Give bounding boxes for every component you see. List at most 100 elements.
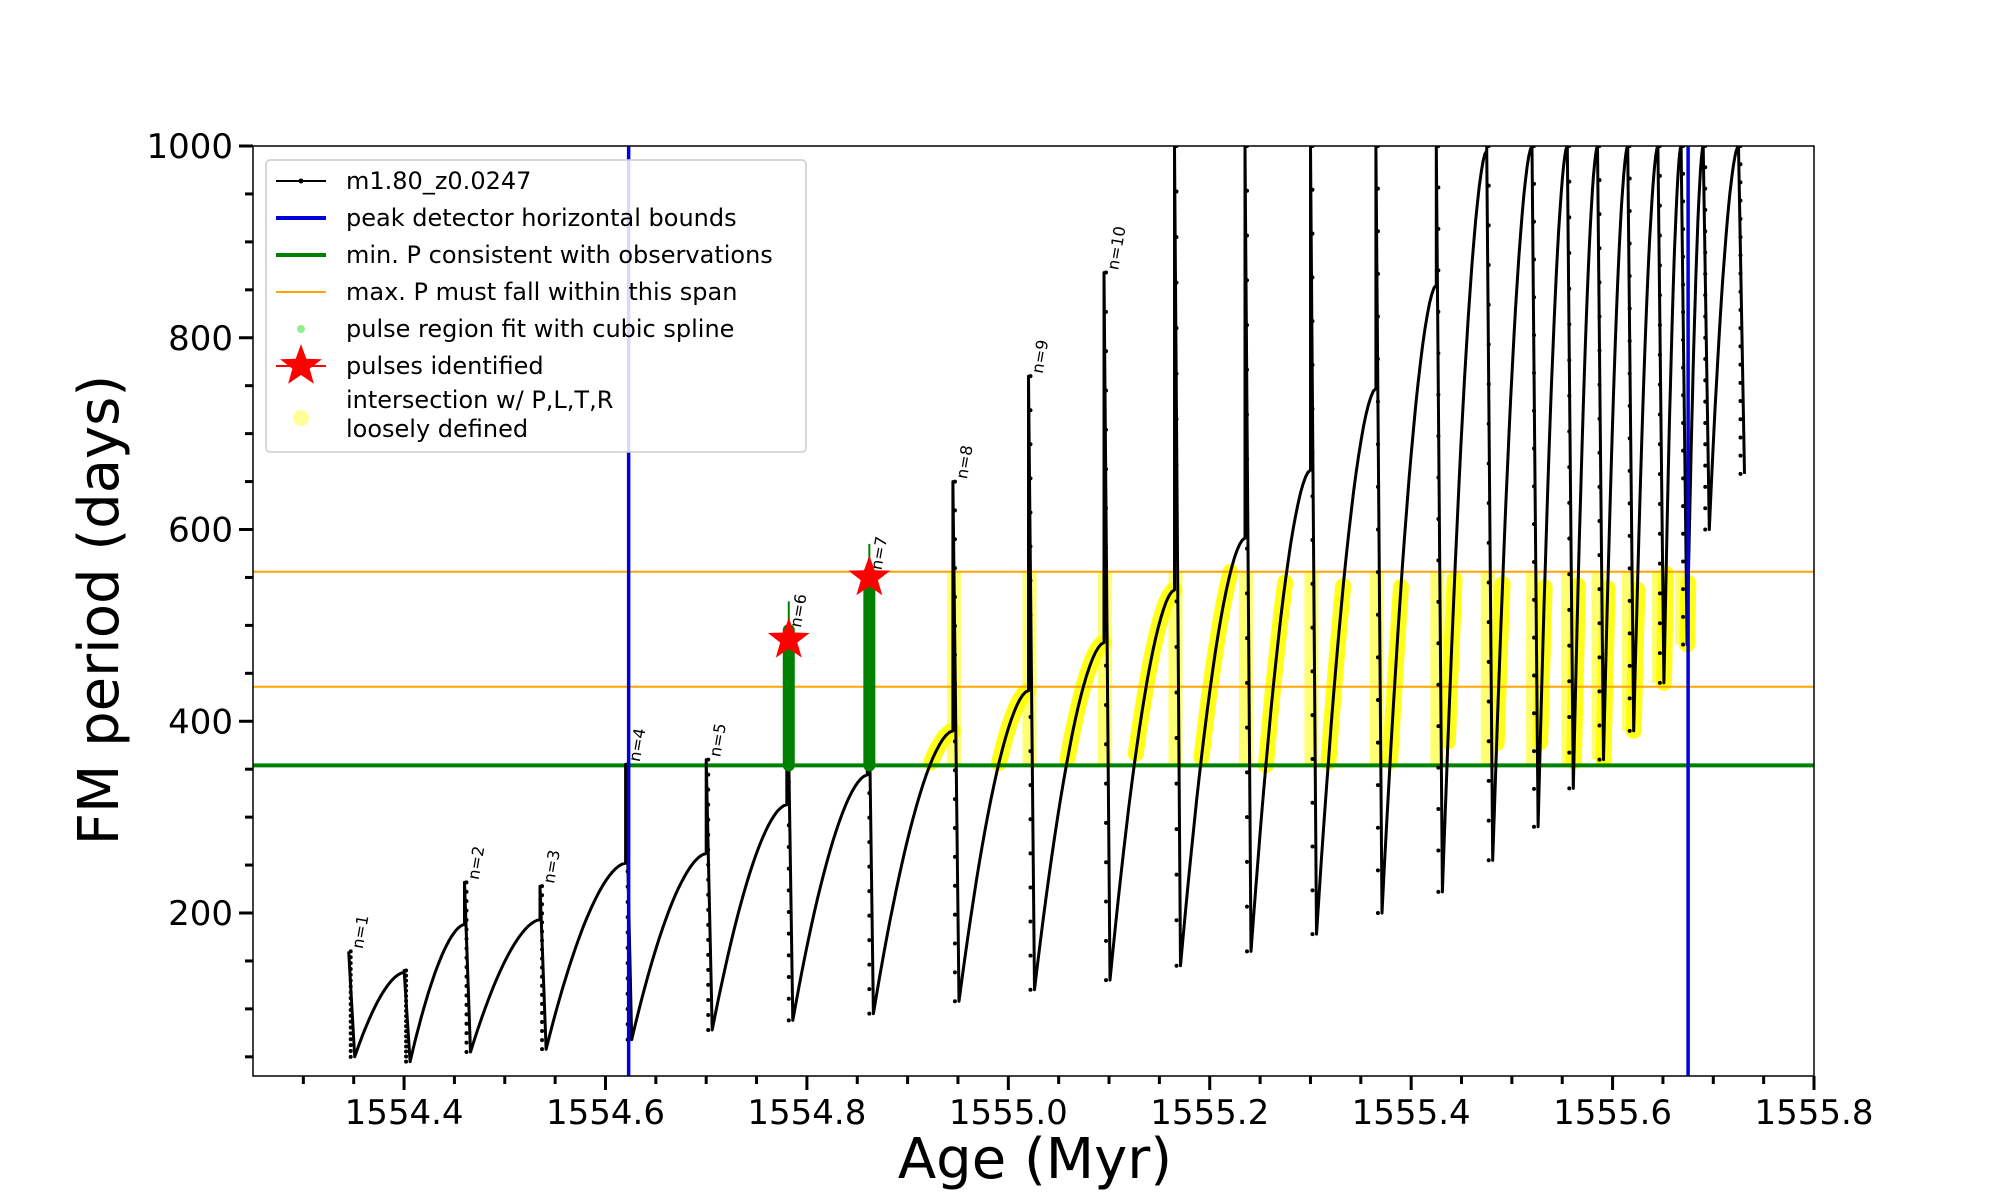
series-marker	[1310, 669, 1315, 674]
series-marker	[540, 884, 545, 889]
series-marker	[348, 1019, 353, 1024]
series-marker	[1245, 725, 1250, 730]
series-marker	[1436, 848, 1441, 853]
series-marker	[1310, 844, 1315, 849]
series-marker	[1627, 696, 1632, 701]
series-marker	[1486, 659, 1491, 664]
series-marker	[1567, 679, 1572, 684]
series-marker	[1245, 233, 1250, 238]
series-marker	[1738, 344, 1743, 349]
series-marker	[867, 889, 872, 894]
series-marker	[1436, 641, 1441, 646]
series-marker	[348, 955, 353, 960]
series-marker	[1703, 271, 1708, 276]
series-marker	[1627, 371, 1632, 376]
series-marker	[1375, 314, 1380, 319]
series-marker	[706, 787, 711, 792]
series-marker	[348, 1025, 353, 1030]
series-marker	[404, 1059, 409, 1064]
series-marker	[1703, 378, 1708, 383]
series-marker	[1681, 531, 1686, 536]
series-marker	[1174, 736, 1179, 741]
series-marker	[404, 968, 409, 973]
series-marker	[1486, 858, 1491, 863]
pulses-identified-layer	[767, 555, 891, 658]
pulse-label: n=8	[952, 444, 977, 481]
series-marker	[348, 1007, 353, 1012]
pulse-identified-star-1	[767, 617, 810, 658]
series-marker	[706, 952, 711, 957]
series-marker	[464, 880, 469, 885]
series-marker	[1436, 392, 1441, 397]
series-marker	[348, 1048, 353, 1053]
y-tick-label: 200	[168, 894, 233, 934]
series-marker	[464, 965, 469, 970]
series-marker	[404, 1044, 409, 1049]
legend-entry-spline-fit: pulse region fit with cubic spline	[346, 315, 734, 343]
series-marker	[1627, 728, 1632, 733]
series-marker	[1627, 566, 1632, 571]
series-marker	[1486, 421, 1491, 426]
series-marker	[1375, 697, 1380, 702]
series-marker	[706, 757, 711, 762]
series-marker	[1486, 183, 1491, 188]
series-marker	[1028, 612, 1033, 617]
series-marker	[952, 854, 957, 859]
series-marker	[1657, 621, 1662, 626]
series-marker	[1028, 476, 1033, 481]
series-marker	[1532, 635, 1537, 640]
series-marker	[1104, 585, 1109, 590]
series-marker	[1681, 504, 1686, 509]
series-marker	[1174, 508, 1179, 513]
series-marker	[1104, 820, 1109, 825]
series-marker	[1028, 953, 1033, 958]
series-marker	[1028, 885, 1033, 890]
series-marker	[1703, 165, 1708, 170]
series-marker	[1738, 289, 1743, 294]
series-marker	[706, 877, 711, 882]
series-marker	[1681, 448, 1686, 453]
series-marker	[1532, 408, 1537, 413]
series-marker	[1486, 302, 1491, 307]
series-marker	[1597, 450, 1602, 455]
series-marker	[1245, 188, 1250, 193]
series-marker	[1597, 518, 1602, 523]
series-marker	[1567, 393, 1572, 398]
series-marker	[1174, 827, 1179, 832]
series-marker	[706, 967, 711, 972]
series-marker	[1703, 484, 1708, 489]
series-marker	[1436, 682, 1441, 687]
series-marker	[1657, 382, 1662, 387]
series-marker	[1174, 371, 1179, 376]
series-marker	[1104, 938, 1109, 943]
series-marker	[1703, 250, 1708, 255]
series-marker	[1245, 949, 1250, 954]
series-marker	[1627, 598, 1632, 603]
series-marker	[1597, 416, 1602, 421]
series-marker	[1174, 918, 1179, 923]
series-marker	[464, 974, 469, 979]
series-marker	[1657, 472, 1662, 477]
series-marker	[1627, 403, 1632, 408]
series-marker	[1310, 581, 1315, 586]
series-marker	[404, 1049, 409, 1054]
series-marker	[1681, 393, 1686, 398]
series-marker	[1486, 818, 1491, 823]
series-marker	[1627, 436, 1632, 441]
series-marker	[1486, 501, 1491, 506]
series-marker	[1738, 271, 1743, 276]
series-marker	[540, 893, 545, 898]
series-marker	[706, 937, 711, 942]
series-marker	[1104, 545, 1109, 550]
series-marker	[1245, 859, 1250, 864]
series-marker	[1703, 357, 1708, 362]
series-marker	[1627, 631, 1632, 636]
series-marker	[1486, 620, 1491, 625]
series-marker	[1657, 263, 1662, 268]
series-marker	[1657, 203, 1662, 208]
series-marker	[952, 595, 957, 600]
series-marker	[1028, 408, 1033, 413]
series-marker	[1245, 680, 1250, 685]
series-marker	[1028, 646, 1033, 651]
